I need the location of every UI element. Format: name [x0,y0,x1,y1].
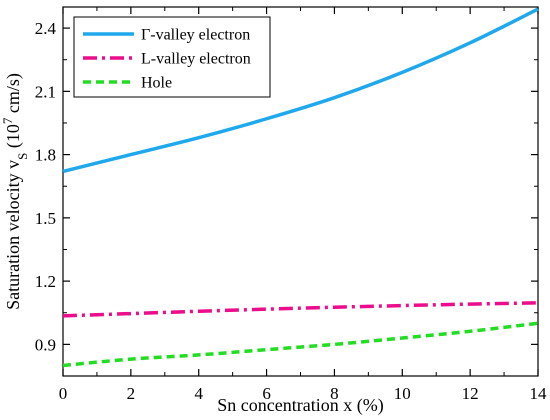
x-tick-label: 12 [462,384,479,403]
series-line-1 [62,7,539,174]
legend-label-3: Hole [141,75,172,92]
y-tick-label: 1.2 [35,272,56,291]
x-tick-label: 2 [127,384,136,403]
y-tick-label: 2.1 [35,82,56,101]
y-axis-title-unit-suffix: cm/s) [3,73,24,118]
x-tick-label: 4 [194,384,203,403]
y-tick-label: 0.9 [35,335,56,354]
axis-ticks [62,7,539,376]
legend: Γ-valley electron L-valley electron Hole [73,16,271,98]
y-axis-title-unit-prefix: (10 [3,124,24,153]
y-tick-label: 1.5 [35,209,56,228]
y-axis-title: Saturation velocity vS (107 cm/s) [0,73,30,310]
x-tick-label: 6 [262,384,271,403]
x-tick-label: 10 [394,384,411,403]
y-tick-label: 2.4 [35,19,57,38]
y-axis-title-subscript: S [15,153,30,160]
y-tick-label: 1.8 [35,146,56,165]
series-line-2 [62,301,539,318]
y-axis-title-main: Saturation velocity v [3,160,23,310]
y-axis-title-unit-sup: 7 [0,117,15,124]
x-tick-label: 8 [330,384,339,403]
x-axis-title: Sn concentration x (%) [217,395,383,416]
tick-labels: 0 2 4 6 8 10 12 14 0.9 1.2 1.5 1.8 2.1 2.4 [35,19,547,403]
series-line-3 [62,321,539,368]
series-layer [62,7,539,368]
legend-label-2: L-valley electron [141,51,251,68]
legend-label-1: Γ-valley electron [141,27,250,44]
x-tick-label: 14 [530,384,548,403]
x-tick-label: 0 [59,384,68,403]
legend-box [73,16,271,98]
